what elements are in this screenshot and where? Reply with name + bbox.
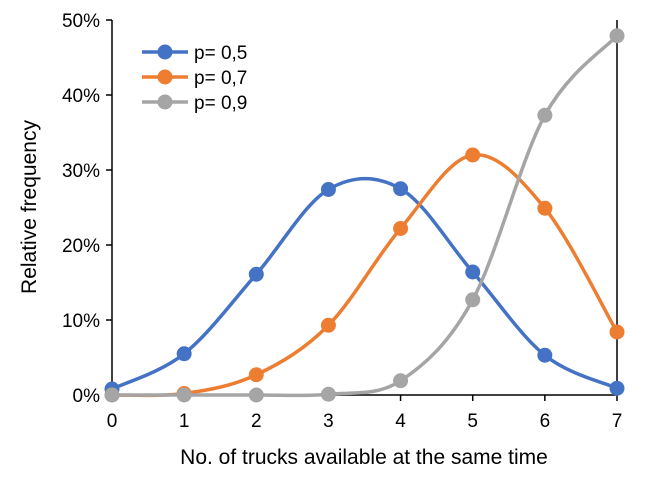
y-tick-label: 30% — [62, 161, 100, 182]
y-tick-label: 50% — [62, 11, 100, 32]
plot-area: 0% 10% 20% 30% 40% 50% 0 1 2 3 4 5 6 7 — [62, 11, 625, 432]
data-point — [320, 386, 336, 402]
x-axis-title: No. of trucks available at the same time — [180, 446, 548, 469]
data-point — [609, 380, 625, 396]
y-tick-label: 0% — [73, 386, 101, 407]
data-point — [176, 346, 192, 362]
data-point — [537, 347, 553, 363]
legend-item: p= 0,7 — [142, 68, 247, 89]
data-point — [320, 317, 336, 333]
data-point — [248, 367, 264, 383]
x-tick-label: 3 — [323, 411, 334, 432]
legend-marker — [157, 44, 173, 60]
y-tick-label: 10% — [62, 311, 100, 332]
legend: p= 0,5 p= 0,7 p= 0,9 — [142, 43, 247, 114]
x-tick-label: 5 — [467, 411, 478, 432]
data-point — [104, 387, 120, 403]
data-point — [465, 147, 481, 163]
data-point — [320, 182, 336, 197]
data-point — [393, 373, 409, 389]
x-tick-label: 0 — [107, 411, 118, 432]
data-point — [465, 292, 481, 308]
legend-marker — [157, 69, 173, 85]
x-tick-label: 7 — [612, 411, 623, 432]
data-point — [609, 324, 625, 340]
legend-label: p= 0,5 — [194, 43, 247, 64]
series-points — [104, 28, 625, 403]
data-point — [537, 107, 553, 123]
data-point — [248, 387, 264, 403]
x-tick-label: 6 — [540, 411, 551, 432]
y-tick-label: 40% — [62, 86, 100, 107]
y-axis-ticks: 0% 10% 20% 30% 40% 50% — [62, 11, 112, 407]
data-point — [176, 387, 192, 403]
y-axis-title: Relative frequency — [18, 120, 41, 294]
data-point — [393, 221, 409, 236]
legend-item: p= 0,5 — [142, 43, 247, 64]
legend-marker — [157, 94, 173, 110]
legend-item: p= 0,9 — [142, 93, 247, 114]
series-line — [111, 34, 619, 398]
data-point — [537, 200, 553, 216]
series-lines — [111, 34, 619, 398]
x-tick-label: 1 — [179, 411, 190, 432]
legend-label: p= 0,9 — [194, 93, 247, 114]
legend-label: p= 0,7 — [194, 68, 247, 89]
data-point — [248, 266, 264, 282]
series-line — [111, 176, 618, 391]
data-point — [393, 181, 409, 197]
data-point — [609, 28, 625, 44]
x-tick-label: 4 — [395, 411, 406, 432]
y-tick-label: 20% — [62, 236, 100, 257]
data-point — [465, 264, 481, 280]
x-tick-label: 2 — [251, 411, 262, 432]
